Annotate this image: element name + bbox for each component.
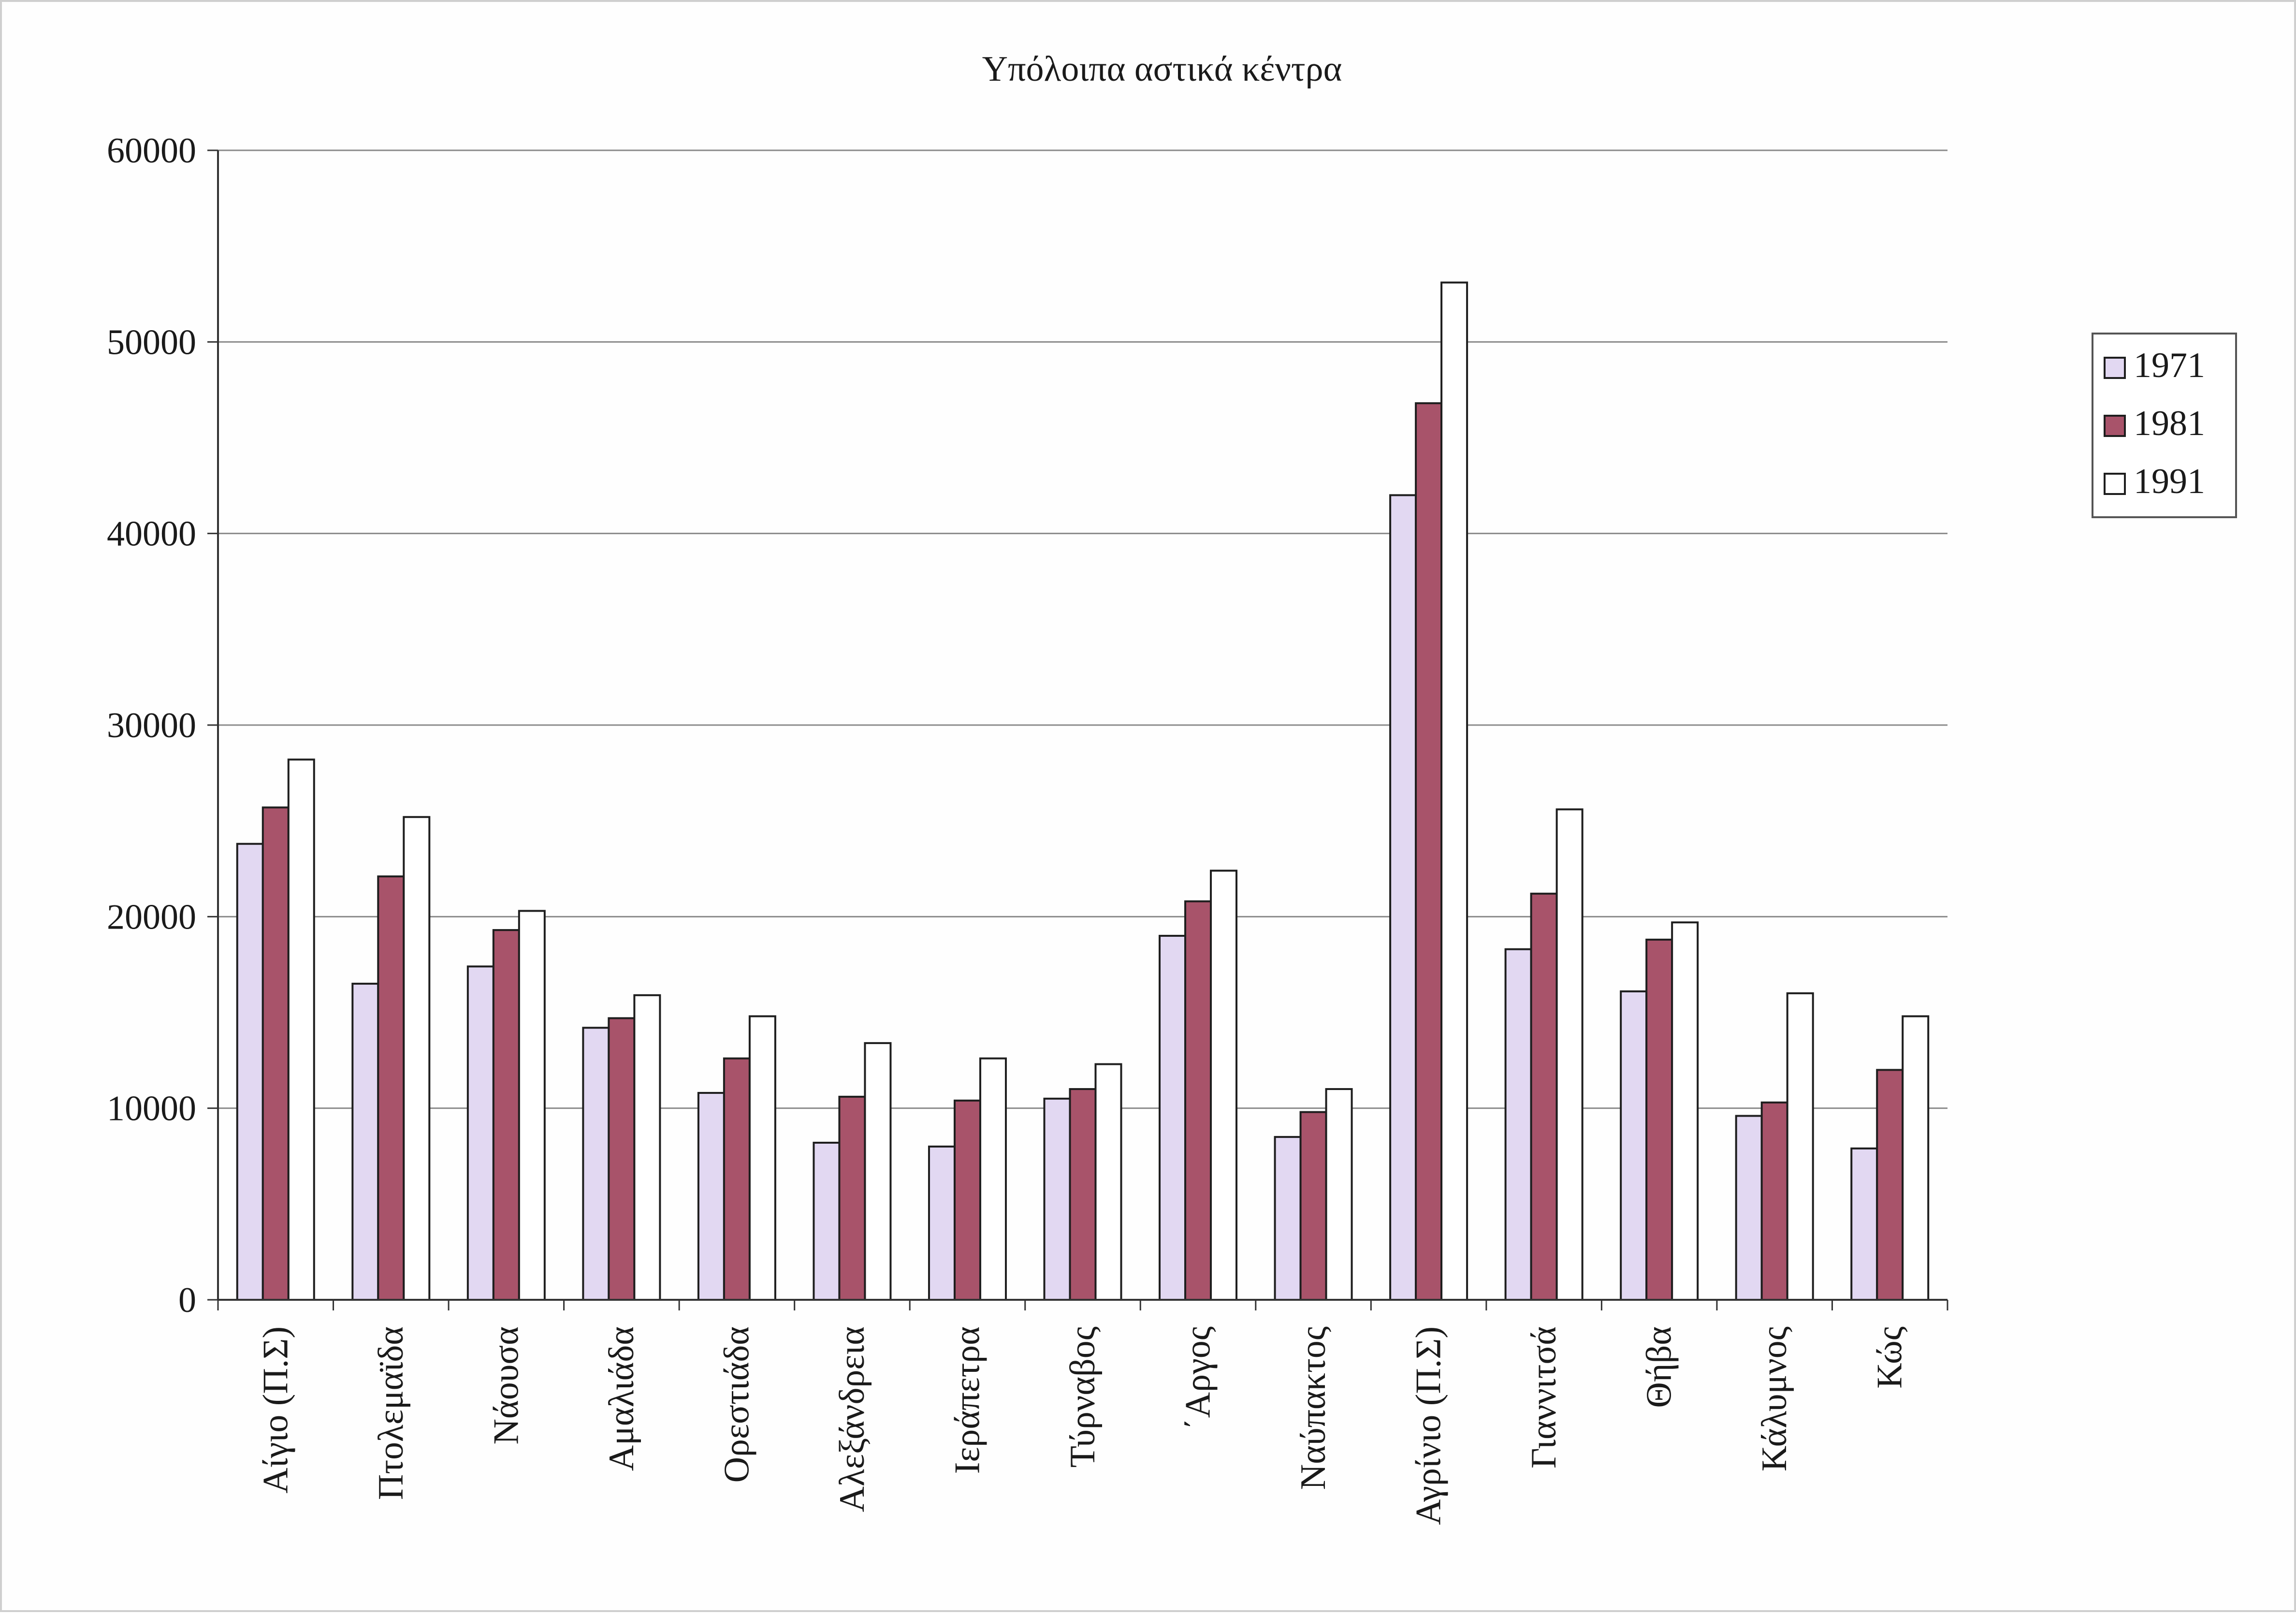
y-tick-label: 30000: [107, 706, 196, 745]
bar-1981: [492, 929, 520, 1301]
bar-1981: [1530, 892, 1558, 1301]
bar-1971: [466, 965, 494, 1301]
bar-1981: [838, 1095, 866, 1301]
x-category-label: Αγρίνιο (Π.Σ): [1409, 1326, 1449, 1525]
x-category-label: Γιαννιτσά: [1524, 1326, 1564, 1469]
bar-1981: [1760, 1101, 1788, 1301]
bar-1991: [1902, 1015, 1930, 1301]
chart-title: Υπόλοιπα αστικά κέντρα: [982, 49, 1342, 89]
x-category-label: Νάουσα: [486, 1326, 526, 1445]
bar-1981: [1299, 1111, 1327, 1301]
bar-1971: [351, 983, 379, 1301]
x-category-labels: Αίγιο (Π.Σ) Πτολεμαϊδα Νάουσα Αμαλιάδα Ορεστ…: [256, 1326, 1909, 1525]
x-category-label: Θήβα: [1640, 1326, 1679, 1408]
bar-1971: [1735, 1115, 1763, 1301]
y-tick-label: 10000: [107, 1089, 196, 1129]
legend-swatch: [2104, 357, 2126, 379]
x-category-label: Κάλυμνος: [1755, 1326, 1794, 1471]
x-category-label: Πτολεμαϊδα: [371, 1326, 411, 1500]
bar-1971: [697, 1091, 725, 1301]
bar-1981: [1069, 1088, 1097, 1301]
bar-1981: [377, 875, 405, 1301]
bar-1971: [1274, 1136, 1302, 1301]
bar-1991: [1210, 870, 1238, 1301]
x-category-label: Ναύπακτος: [1293, 1326, 1333, 1490]
x-category-label: ΄Αργος: [1178, 1326, 1218, 1430]
bar-1991: [1786, 992, 1814, 1301]
bar-1991: [748, 1015, 776, 1301]
bar-1991: [287, 758, 315, 1301]
bar-1991: [1555, 808, 1584, 1301]
bar-1981: [1645, 938, 1673, 1301]
bar-1981: [1415, 402, 1443, 1301]
x-category-label: Ιεράπετρα: [947, 1326, 987, 1474]
legend-label: 1981: [2134, 404, 2205, 443]
bar-1981: [608, 1017, 636, 1301]
bar-1971: [1043, 1097, 1071, 1301]
bar-1971: [1159, 934, 1187, 1301]
bar-1971: [1620, 990, 1648, 1301]
bar-1971: [813, 1142, 841, 1301]
bar-1971: [1850, 1147, 1878, 1301]
bar-1971: [236, 843, 264, 1301]
bar-1981: [1184, 900, 1212, 1301]
bar-1991: [403, 816, 431, 1301]
y-tick-label: 20000: [107, 897, 196, 937]
bar-1971: [928, 1145, 956, 1301]
y-tick-label: 50000: [107, 322, 196, 362]
bar-1991: [1094, 1063, 1122, 1301]
bar-1981: [723, 1057, 751, 1301]
bar-1991: [864, 1042, 892, 1301]
x-category-label: Ορεστιάδα: [717, 1326, 756, 1483]
y-tick-label: 0: [178, 1280, 196, 1320]
x-category-label: Αίγιο (Π.Σ): [256, 1326, 295, 1494]
bar-1991: [979, 1057, 1007, 1301]
bar-1971: [582, 1027, 610, 1301]
legend-swatch: [2104, 473, 2126, 495]
bar-1991: [633, 994, 661, 1301]
bar-1991: [518, 910, 546, 1301]
legend-swatch: [2104, 415, 2126, 437]
bar-1991: [1325, 1088, 1353, 1301]
bar-1991: [1671, 921, 1699, 1301]
bars: [236, 281, 1930, 1301]
y-tick-label: 40000: [107, 514, 196, 554]
bar-1981: [1876, 1069, 1904, 1301]
bar-1971: [1389, 494, 1417, 1301]
x-category-label: Αλεξάνδρεια: [832, 1326, 872, 1512]
bar-1991: [1440, 281, 1468, 1301]
y-tick-labels: 0 10000 20000 30000 40000 50000 60000: [107, 131, 196, 1320]
y-tick-label: 60000: [107, 131, 196, 171]
x-category-label: Κώς: [1870, 1326, 1910, 1389]
legend-label: 1991: [2134, 462, 2205, 501]
legend-label: 1971: [2134, 346, 2205, 385]
bar-1971: [1504, 948, 1532, 1301]
x-category-label: Αμαλιάδα: [602, 1326, 641, 1471]
legend: 1971 1981 1991: [2092, 333, 2237, 518]
bar-1981: [262, 806, 290, 1301]
x-category-label: Τύρναβος: [1063, 1326, 1103, 1468]
bar-1981: [953, 1099, 981, 1301]
axes: [207, 149, 1948, 1310]
